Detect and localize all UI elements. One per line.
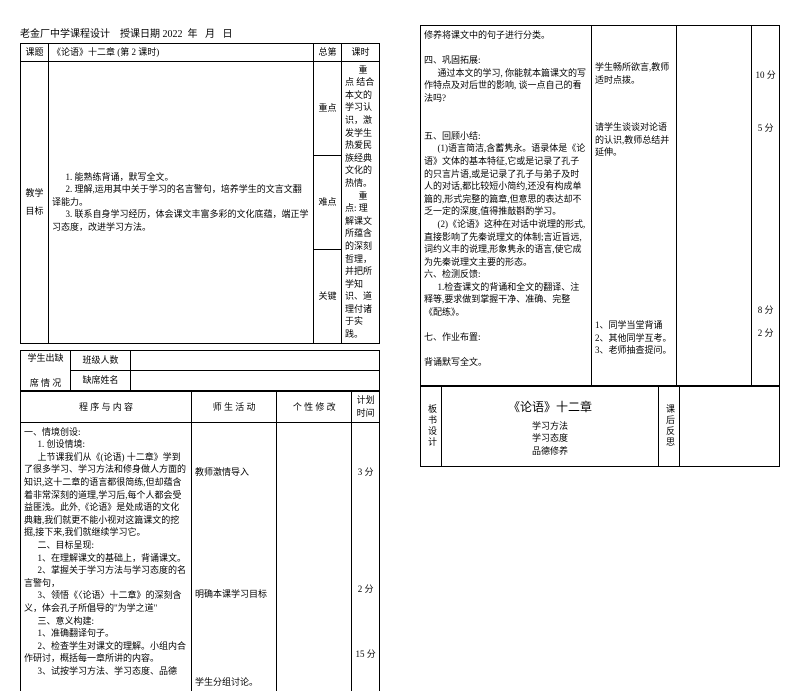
board-title: 《论语》十二章 bbox=[445, 395, 655, 420]
board-l3: 品德修养 bbox=[445, 445, 655, 458]
goal-3: 3. 联系自身学习经历，体会课文丰富多彩的文化底蕴，端正学习态度，改进学习方法。 bbox=[52, 208, 310, 233]
act3: 学生分组讨论。 bbox=[195, 676, 273, 689]
s1-p1: 上节课我们从《(论语) 十二章》学到了很多学习、学习方法和修身做人方面的知识,这… bbox=[24, 451, 188, 539]
board-label: 板书设计 bbox=[421, 386, 442, 466]
col-time: 计划时间 bbox=[352, 392, 380, 422]
goal-1: 1. 能熟练背诵，默写全文。 bbox=[52, 171, 310, 184]
t2: 2 分 bbox=[355, 583, 376, 596]
key-text: 重点 结合本文的学习认识，激发学生热爱民族经典文化的热情。 bbox=[345, 64, 376, 190]
month: 月 bbox=[205, 29, 215, 40]
activity-content: 教师激情导入 明确本课学习目标 学生分组讨论。 bbox=[191, 422, 276, 691]
p2-p4: 通过本文的学习, 你能就本篇课文的写作特点及对后世的影响, 谈一点自己的看法吗? bbox=[424, 67, 588, 105]
t6a: 8 分 bbox=[755, 304, 776, 317]
act5: 请学生谈谈对论语的认识,教师总结并延伸。 bbox=[595, 121, 673, 159]
col-modify: 个 性 修 改 bbox=[277, 392, 352, 422]
class-num-label: 班级人数 bbox=[71, 350, 131, 370]
s1-h1: 一、情境创设: bbox=[24, 426, 188, 439]
act1: 教师激情导入 bbox=[195, 466, 273, 479]
p2-h6: 六、检测反馈: bbox=[424, 268, 588, 281]
content-table-left: 程 序 与 内 容 师 生 活 动 个 性 修 改 计划时间 一、情境创设: 1… bbox=[20, 391, 380, 691]
goals: 1. 能熟练背诵，默写全文。 2. 理解,运用其中关于学习的名言警句，培养学生的… bbox=[49, 61, 314, 343]
p2-h5: 五、回顾小结: bbox=[424, 130, 588, 143]
col-seq: 程 序 与 内 容 bbox=[21, 392, 192, 422]
class-info-table: 学生出缺席 情 况 班级人数 缺席姓名 bbox=[20, 350, 380, 392]
s1-p2-1: 1、在理解课文的基础上，背诵课文。 bbox=[24, 552, 188, 565]
day: 日 bbox=[223, 29, 233, 40]
p2-h4: 四、巩固拓展: bbox=[424, 54, 588, 67]
s1-p3-3: 3、试按学习方法、学习态度、品德 bbox=[24, 665, 188, 678]
school-name: 老金厂中学课程设计 bbox=[20, 29, 110, 40]
class-num-value bbox=[131, 350, 380, 370]
board-table: 板书设计 《论语》十二章 学习方法 学习态度 品德修养 课后反思 bbox=[420, 386, 780, 467]
board-content: 《论语》十二章 学习方法 学习态度 品德修养 bbox=[442, 386, 659, 466]
goal-2: 2. 理解,运用其中关于学习的名言警句，培养学生的文言文翻译能力。 bbox=[52, 183, 310, 208]
act6-3: 3、老师抽查提问。 bbox=[595, 344, 673, 357]
right-page: 修养将课文中的句子进行分类。 四、巩固拓展: 通过本文的学习, 你能就本篇课文的… bbox=[400, 0, 800, 564]
period-label: 课时 bbox=[342, 44, 380, 62]
diff-label: 难点 bbox=[314, 155, 342, 249]
seq-content-2: 修养将课文中的句子进行分类。 四、巩固拓展: 通过本文的学习, 你能就本篇课文的… bbox=[421, 26, 592, 386]
act6-1: 1、同学当堂背诵 bbox=[595, 319, 673, 332]
p2-p6: 1.检查课文的背诵和全文的翻译、注释等,要求做到掌握干净、准确、完整《配练》。 bbox=[424, 281, 588, 319]
p2-p5-1: (1)语言简洁,含蓄隽永。语录体是《论语》文体的基本特征,它或是记录了孔子的只言… bbox=[424, 142, 588, 218]
s1-h1-2: 二、目标呈现: bbox=[24, 539, 188, 552]
p2-p7: 背诵默写全文。 bbox=[424, 356, 588, 369]
t6b: 2 分 bbox=[755, 327, 776, 340]
key-diff-text: 重点 结合本文的学习认识，激发学生热爱民族经典文化的热情。 重点: 理解课文所蕴… bbox=[342, 61, 380, 343]
time-content-2: 10 分 5 分 8 分 2 分 bbox=[752, 26, 780, 386]
t5: 5 分 bbox=[755, 122, 776, 135]
board-l1: 学习方法 bbox=[445, 420, 655, 433]
act6-2: 2、其他同学互考。 bbox=[595, 332, 673, 345]
content-table-right: 修养将课文中的句子进行分类。 四、巩固拓展: 通过本文的学习, 你能就本篇课文的… bbox=[420, 25, 780, 386]
p2-h7: 七、作业布置: bbox=[424, 331, 588, 344]
s1-p3-2: 2、检查学生对课文的理解。小组内合作研讨，概括每一章所讲的内容。 bbox=[24, 640, 188, 665]
absent-label: 缺席姓名 bbox=[71, 371, 131, 391]
info-table: 课题 《论语》十二章 (第 2 课时) 总第 课时 教学目标 1. 能熟练背诵，… bbox=[20, 43, 380, 344]
act2: 明确本课学习目标 bbox=[195, 588, 273, 601]
topic-label: 课题 bbox=[21, 44, 49, 62]
t4: 10 分 bbox=[755, 69, 776, 82]
diff-text: 重点: 理解课文所蕴含的深刻哲理，并把所学知识、道理付诸于实践。 bbox=[345, 190, 376, 341]
modify-content bbox=[277, 422, 352, 691]
topic-value: 《论语》十二章 (第 2 课时) bbox=[49, 44, 314, 62]
act4: 学生畅所欲言,教师适时点拨。 bbox=[595, 61, 673, 86]
t3: 15 分 bbox=[355, 648, 376, 661]
p2-p5-2: (2)《论语》这种在对话中说理的形式,直接影响了先秦说理文的体制;言近旨远,词约… bbox=[424, 218, 588, 268]
key2-label: 关键 bbox=[314, 249, 342, 343]
total-label: 总第 bbox=[314, 44, 342, 62]
absent-value bbox=[131, 371, 380, 391]
seq-content: 一、情境创设: 1. 创设情境: 上节课我们从《(论语) 十二章》学到了很多学习… bbox=[21, 422, 192, 691]
s1-h1-3: 三、意义构建: bbox=[24, 615, 188, 628]
after-label: 课后反思 bbox=[659, 386, 680, 466]
s1-h1-1: 1. 创设情境: bbox=[24, 438, 188, 451]
date-label: 授课日期 2022 bbox=[120, 29, 183, 40]
col-activity: 师 生 活 动 bbox=[191, 392, 276, 422]
goal-label: 教学目标 bbox=[21, 61, 49, 343]
s1-p2-3: 3、领悟《〈论语〉十二章》的深刻含义，体会孔子所倡导的"为学之道" bbox=[24, 589, 188, 614]
s1-p3-1: 1、准确翻译句子。 bbox=[24, 627, 188, 640]
t1: 3 分 bbox=[355, 466, 376, 479]
header-row: 老金厂中学课程设计 授课日期 2022 年 月 日 bbox=[20, 25, 380, 43]
left-page: 老金厂中学课程设计 授课日期 2022 年 月 日 课题 《论语》十二章 (第 … bbox=[0, 0, 400, 564]
modify-content-2 bbox=[677, 26, 752, 386]
after-content bbox=[680, 386, 780, 466]
time-content: 3 分 2 分 15 分 bbox=[352, 422, 380, 691]
p2-top: 修养将课文中的句子进行分类。 bbox=[424, 29, 588, 42]
key-label: 重点 bbox=[314, 61, 342, 155]
attend-label: 学生出缺席 情 况 bbox=[21, 350, 71, 391]
year: 年 bbox=[188, 29, 198, 40]
activity-content-2: 学生畅所欲言,教师适时点拨。 请学生谈谈对论语的认识,教师总结并延伸。 1、同学… bbox=[591, 26, 676, 386]
board-l2: 学习态度 bbox=[445, 432, 655, 445]
s1-p2-2: 2、掌握关于学习方法与学习态度的名言警句， bbox=[24, 564, 188, 589]
